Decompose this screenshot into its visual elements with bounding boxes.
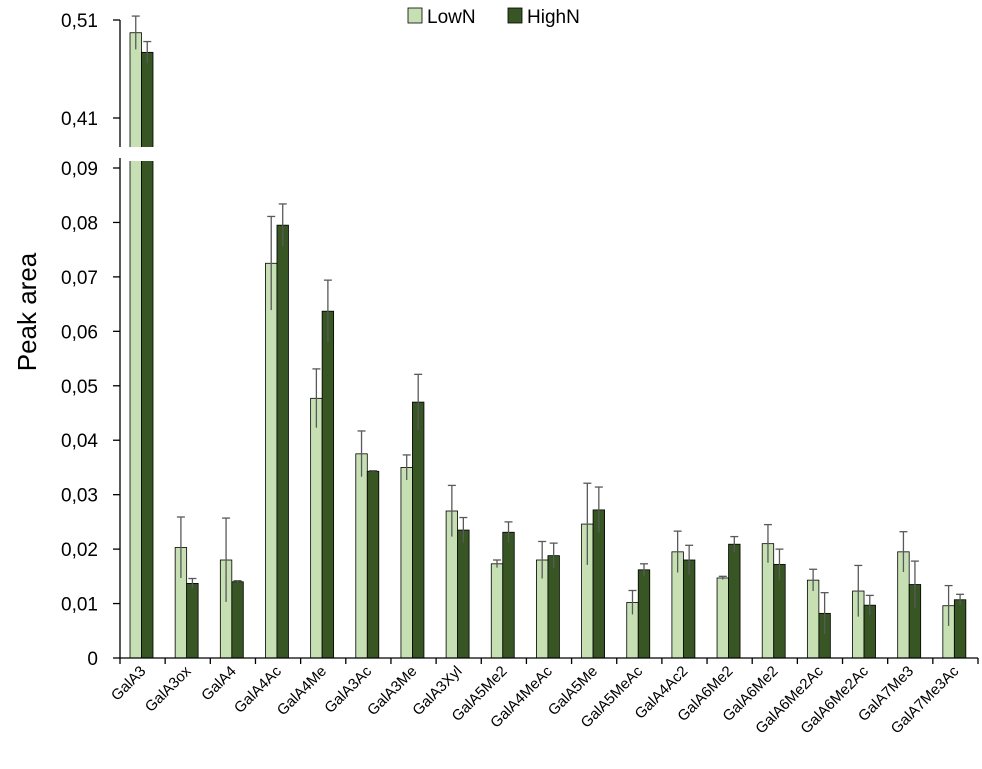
- y-tick-label: 0: [87, 649, 98, 670]
- x-category-label: GalA4Me: [274, 663, 330, 719]
- bar-lown: [265, 262, 278, 659]
- bar-highn: [366, 470, 380, 659]
- y-tick-label: 0,06: [61, 322, 98, 343]
- legend-swatch-highn: [507, 7, 523, 24]
- y-tick-label: 0,04: [61, 431, 98, 452]
- y-tick-label: 0,41: [61, 109, 98, 130]
- y-tick-label: 0,03: [61, 486, 98, 507]
- bar-lown: [806, 579, 820, 659]
- bar-lown: [400, 467, 413, 659]
- y-tick-label: 0,51: [61, 11, 98, 32]
- legend-label-lown: LowN: [427, 7, 476, 28]
- y-tick-label: 0,08: [61, 213, 98, 234]
- y-tick-label: 0,02: [61, 540, 98, 561]
- bar-lown: [716, 577, 729, 659]
- y-axis-label: Peak area: [12, 252, 42, 371]
- bar-highn: [547, 555, 560, 659]
- legend: LowN HighN: [407, 7, 580, 28]
- x-category-label: GalA3ox: [142, 662, 195, 715]
- bar-highn: [231, 581, 244, 659]
- bar-lown: [129, 32, 142, 659]
- bar-highn: [637, 569, 651, 659]
- bar-highn: [412, 401, 425, 659]
- bar-highn: [276, 224, 289, 659]
- bar-highn: [728, 543, 741, 659]
- bar-highn: [141, 51, 154, 659]
- bar-highn: [321, 310, 335, 659]
- y-tick-label: 0,01: [61, 595, 98, 616]
- bar-lown: [490, 563, 504, 659]
- bar-highn: [186, 583, 199, 659]
- y-tick-label: 0,09: [61, 159, 98, 180]
- bar-lown: [310, 397, 323, 659]
- y-tick-label: 0,05: [61, 377, 98, 398]
- legend-label-highn: HighN: [527, 7, 580, 28]
- axis-break-gap: [124, 147, 164, 161]
- y-tick-label: 0,07: [61, 268, 98, 289]
- legend-swatch-lown: [407, 7, 423, 24]
- bar-lown: [355, 453, 368, 659]
- bar-highn: [502, 531, 515, 659]
- x-category-label: GalA4: [198, 663, 240, 705]
- x-category-label: GalA3: [108, 663, 150, 705]
- bar-highn: [953, 599, 967, 659]
- bar-highn: [457, 529, 470, 659]
